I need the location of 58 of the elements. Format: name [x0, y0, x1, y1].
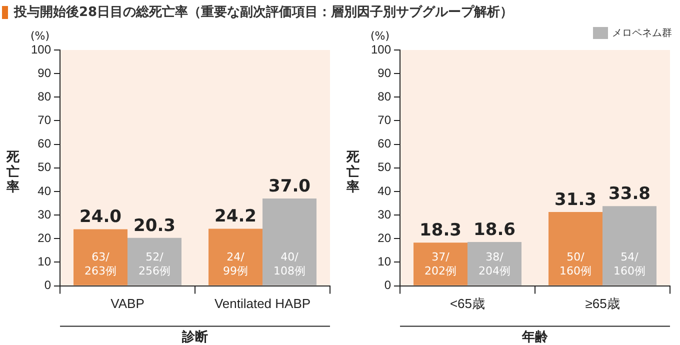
x-tick-label: VABP [110, 296, 144, 312]
annotation: 63/263例 [84, 250, 116, 278]
data-label: 24.2 [214, 206, 256, 227]
annotation: 24/99例 [223, 250, 248, 278]
y-axis-title: 死亡率 [6, 150, 20, 195]
bar [128, 238, 182, 286]
y-tick-label: 0 [384, 278, 392, 292]
annotation: 54/160例 [614, 250, 646, 278]
y-axis-title: 死亡率 [346, 150, 360, 195]
annotation: 37/202例 [424, 250, 456, 278]
y-tick-label: 10 [378, 254, 392, 269]
data-label: 31.3 [554, 190, 596, 210]
data-label: 33.8 [608, 184, 650, 204]
y-tick-label: 100 [370, 42, 392, 56]
text: (%) [370, 29, 390, 42]
y-tick-label: 80 [38, 89, 52, 104]
bar [74, 229, 128, 286]
annotation: 52/256例 [138, 250, 170, 278]
chart-title: 投与開始後28日目の総死亡率（重要な副次評価項目：層別因子別サブグループ解析） [14, 4, 514, 21]
data-label: 18.3 [420, 220, 462, 241]
y-tick-label: 70 [38, 113, 52, 128]
y-tick-label: 90 [378, 66, 392, 80]
annotation: 40/108例 [274, 250, 306, 278]
x-tick-label: Ventilated HABP [214, 296, 311, 312]
y-tick-label: 60 [378, 136, 392, 151]
y-tick-label: 50 [378, 160, 392, 174]
bar [262, 198, 316, 286]
y-tick-label: 50 [38, 160, 52, 174]
y-tick-label: 30 [378, 207, 392, 222]
y-tick-label: 40 [378, 184, 392, 198]
x-axis-title: 年齢 [521, 328, 549, 344]
annotation: 38/204例 [478, 250, 510, 278]
bar [208, 228, 262, 286]
bar [602, 206, 656, 286]
data-label: 24.0 [80, 207, 122, 228]
x-axis-title: 診断 [181, 328, 208, 344]
y-tick-label: 0 [44, 278, 52, 292]
legend-label: メロペネム群 [612, 28, 672, 39]
y-tick-label: 40 [38, 184, 52, 198]
y-tick-label: 10 [38, 254, 52, 269]
y-tick-label: 100 [30, 42, 52, 56]
y-tick-label: 80 [378, 89, 392, 104]
y-tick-label: 20 [378, 230, 392, 245]
y-tick-label: 60 [38, 136, 52, 151]
x-tick-label: ≥65歳 [585, 296, 620, 312]
data-label: 20.3 [134, 216, 176, 236]
y-tick-label: 70 [378, 113, 392, 128]
data-label: 37.0 [268, 176, 311, 196]
y-tick-label: 30 [38, 207, 52, 222]
bar [468, 242, 522, 286]
bar [548, 212, 602, 286]
y-tick-label: 20 [38, 230, 52, 245]
y-tick-label: 90 [38, 66, 52, 80]
text: (%) [30, 29, 50, 42]
bar [414, 242, 468, 286]
data-label: 18.6 [474, 220, 516, 240]
x-tick-label: <65歳 [450, 296, 486, 312]
annotation: 50/160例 [560, 250, 592, 278]
